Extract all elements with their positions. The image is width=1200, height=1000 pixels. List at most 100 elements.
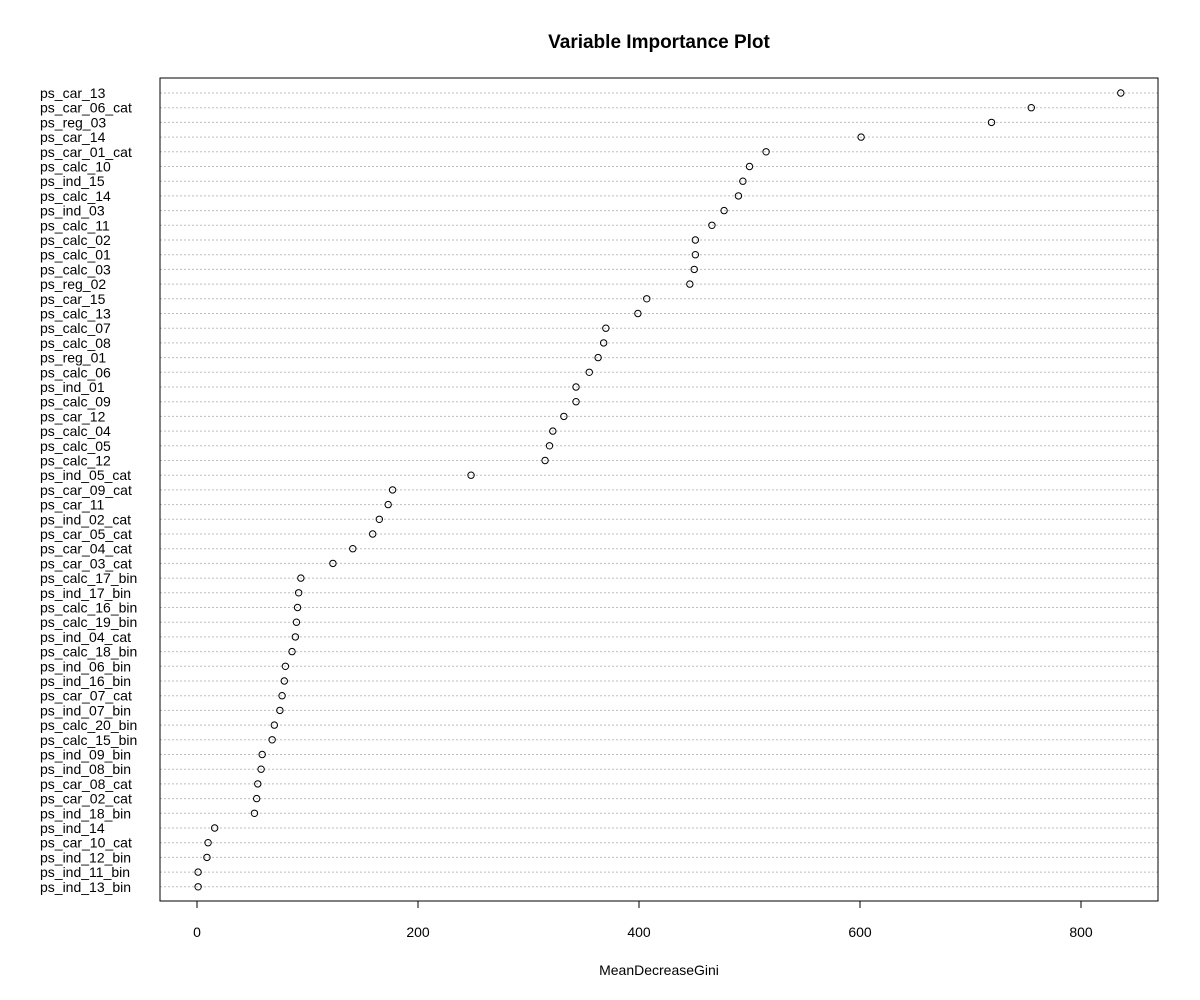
variable-label: ps_ind_14	[40, 820, 105, 836]
data-point	[210, 824, 219, 832]
variable-label: ps_car_01_cat	[40, 144, 132, 160]
variable-label: ps_reg_03	[40, 114, 106, 130]
data-point	[204, 839, 212, 847]
variable-label: ps_calc_01	[40, 247, 111, 263]
data-point	[545, 442, 554, 450]
variable-label: ps_calc_12	[40, 453, 111, 469]
data-point	[257, 765, 265, 773]
data-points	[194, 89, 1125, 891]
data-point	[368, 530, 377, 538]
data-point	[293, 603, 302, 612]
data-point	[549, 427, 557, 435]
data-point	[594, 353, 602, 362]
data-point	[541, 456, 549, 465]
variable-label: ps_calc_15_bin	[40, 732, 137, 748]
variable-label: ps_ind_08_bin	[40, 761, 131, 777]
data-point	[691, 251, 700, 259]
variable-label: ps_ind_16_bin	[40, 673, 131, 689]
data-point	[467, 471, 475, 479]
variable-label: ps_calc_16_bin	[40, 600, 137, 616]
data-point	[254, 780, 262, 788]
variable-label: ps_reg_01	[40, 350, 106, 366]
variable-label: ps_car_14	[40, 129, 106, 145]
variable-label: ps_car_11	[40, 497, 105, 513]
data-point	[708, 221, 716, 230]
x-tick-label: 0	[193, 924, 201, 940]
data-point	[1027, 104, 1035, 112]
variable-label: ps_car_04_cat	[40, 541, 132, 557]
data-point	[572, 398, 580, 406]
data-point	[203, 853, 211, 862]
data-point	[270, 721, 279, 729]
variable-label: ps_ind_18_bin	[40, 805, 131, 821]
variable-label: ps_reg_02	[40, 276, 106, 292]
data-point	[1117, 89, 1125, 97]
variable-label: ps_calc_10	[40, 159, 111, 175]
variable-label: ps_car_13	[40, 85, 106, 101]
variable-label: ps_ind_02_cat	[40, 511, 131, 527]
data-point	[329, 559, 337, 568]
data-point	[268, 736, 276, 744]
x-axis: 0 200 400 600 800	[193, 900, 1093, 940]
x-tick-label: 200	[406, 924, 430, 940]
variable-label: ps_ind_07_bin	[40, 702, 131, 718]
variable-label: ps_calc_02	[40, 232, 111, 248]
variable-label: ps_calc_06	[40, 364, 111, 380]
variable-label: ps_ind_04_cat	[40, 629, 131, 645]
data-point	[690, 265, 698, 274]
variable-label: ps_ind_06_bin	[40, 658, 131, 674]
variable-label: ps_car_06_cat	[40, 100, 132, 116]
variable-label: ps_calc_17_bin	[40, 570, 137, 586]
chart-title: Variable Importance Plot	[548, 32, 770, 53]
data-point	[720, 206, 728, 215]
data-point	[292, 618, 301, 626]
variable-label: ps_calc_03	[40, 261, 111, 277]
data-point	[987, 118, 996, 127]
data-point	[297, 574, 305, 582]
data-point	[585, 368, 593, 376]
data-point	[762, 148, 770, 156]
data-point	[349, 545, 357, 553]
variable-label: ps_calc_09	[40, 394, 111, 410]
variable-label: ps_car_02_cat	[40, 791, 132, 807]
data-point	[258, 750, 266, 759]
gridlines	[160, 92, 1158, 888]
data-point	[691, 236, 700, 244]
x-tick-label: 600	[848, 924, 872, 940]
variable-label: ps_ind_09_bin	[40, 747, 131, 763]
variable-label: ps_calc_08	[40, 335, 111, 351]
variable-label: ps_ind_12_bin	[40, 849, 131, 865]
data-point	[384, 500, 392, 509]
variable-label: ps_ind_11_bin	[40, 864, 130, 880]
data-point	[194, 883, 202, 891]
x-tick-label: 400	[627, 924, 651, 940]
data-point	[602, 324, 610, 332]
variable-label: ps_calc_07	[40, 320, 111, 336]
variable-label: ps_calc_11	[40, 217, 110, 233]
variable-label: ps_car_05_cat	[40, 526, 132, 542]
data-point	[276, 706, 284, 715]
data-point	[572, 383, 580, 391]
data-point	[375, 515, 384, 523]
variable-labels: ps_car_13ps_car_06_catps_reg_03ps_car_14…	[40, 85, 137, 895]
data-point	[252, 794, 261, 803]
data-point	[643, 295, 651, 303]
data-point	[288, 647, 296, 656]
data-point	[388, 486, 397, 494]
data-point	[745, 162, 754, 171]
data-point	[280, 677, 288, 685]
data-point	[250, 809, 259, 817]
data-point	[857, 133, 865, 141]
variable-label: ps_car_07_cat	[40, 688, 132, 704]
variable-label: ps_car_10_cat	[40, 835, 132, 851]
data-point	[278, 692, 286, 700]
data-point	[560, 412, 568, 421]
data-point	[734, 192, 743, 200]
variable-label: ps_calc_14	[40, 188, 111, 204]
data-point	[686, 280, 694, 288]
variable-label: ps_ind_17_bin	[40, 585, 131, 601]
variable-label: ps_calc_13	[40, 306, 111, 322]
variable-label: ps_car_03_cat	[40, 555, 132, 571]
variable-label: ps_ind_13_bin	[40, 879, 131, 895]
